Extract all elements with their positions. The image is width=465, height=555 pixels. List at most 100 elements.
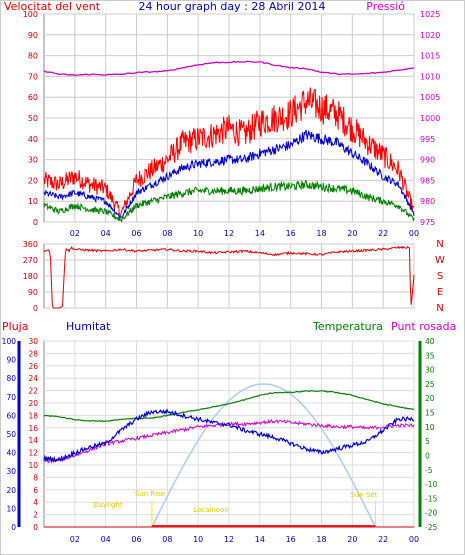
panel3-x-tick-label: 02 bbox=[70, 535, 80, 544]
wind-tick-label: 30 bbox=[28, 156, 38, 165]
pressure-tick-label: 1015 bbox=[420, 52, 440, 61]
panel1-x-tick-label: 12 bbox=[224, 229, 234, 238]
pressure-tick-label: 995 bbox=[420, 135, 435, 144]
panel1-x-tick-label: 00 bbox=[409, 229, 419, 238]
panel1-x-tick-label: 08 bbox=[162, 229, 172, 238]
pressure-tick-label: 980 bbox=[420, 197, 435, 206]
temperature-tick-label: 40 bbox=[425, 337, 435, 346]
wind-tick-label: 80 bbox=[28, 52, 38, 61]
compass-label: N bbox=[436, 303, 443, 314]
rain-tick-label: 2 bbox=[33, 511, 38, 520]
humidity-label: Humitat bbox=[66, 320, 111, 333]
humidity-tick-label: 0 bbox=[11, 523, 16, 532]
wind-speed-label: Velocitat del vent bbox=[4, 0, 101, 13]
panel3-x-tick-label: 06 bbox=[131, 535, 141, 544]
panel1-x-tick-label: 18 bbox=[316, 229, 326, 238]
compass-label: S bbox=[437, 271, 443, 282]
panel1-x-tick-label: 04 bbox=[101, 229, 111, 238]
rain-tick-label: 14 bbox=[28, 436, 38, 445]
panel3-x-tick-label: 22 bbox=[378, 535, 388, 544]
wind-tick-label: 20 bbox=[28, 176, 38, 185]
rain-label: Pluja bbox=[2, 320, 28, 333]
humidity-tick-label: 80 bbox=[6, 374, 16, 383]
pressure-series bbox=[43, 60, 415, 77]
pressure-tick-label: 1020 bbox=[420, 31, 440, 40]
pressure-tick-label: 990 bbox=[420, 156, 435, 165]
rain-tick-label: 8 bbox=[33, 473, 38, 482]
wind-tick-label: 10 bbox=[28, 197, 38, 206]
temperature-tick-label: 10 bbox=[425, 423, 435, 432]
panel1-x-tick-label: 22 bbox=[378, 229, 388, 238]
rain-tick-label: 6 bbox=[33, 486, 38, 495]
compass-label: N bbox=[436, 239, 443, 250]
panel3-x-tick-label: 20 bbox=[347, 535, 357, 544]
temperature-tick-label: 15 bbox=[425, 409, 435, 418]
pressure-label: Pressió bbox=[366, 0, 405, 13]
localnoon-label: Localnoon bbox=[193, 506, 229, 514]
sunrise-label: Sun Rise bbox=[135, 490, 165, 498]
pressure-tick-label: 1000 bbox=[420, 114, 440, 123]
temperature-tick-label: -10 bbox=[425, 480, 437, 489]
rain-tick-label: 16 bbox=[28, 424, 38, 433]
panel1-x-tick-label: 14 bbox=[255, 229, 265, 238]
rain-tick-label: 24 bbox=[28, 374, 38, 383]
compass-label: E bbox=[437, 287, 443, 298]
direction-tick-label: 360 bbox=[23, 240, 38, 249]
temperature-tick-label: 25 bbox=[425, 380, 435, 389]
wind-tick-label: 0 bbox=[33, 218, 38, 227]
pressure-tick-label: 1025 bbox=[420, 10, 440, 19]
panel3-x-tick-label: 14 bbox=[255, 535, 265, 544]
temperature-series bbox=[43, 390, 415, 423]
temperature-tick-label: 20 bbox=[425, 394, 435, 403]
wind-tick-label: 50 bbox=[28, 114, 38, 123]
compass-label: W bbox=[435, 255, 445, 266]
wind-avg-series bbox=[43, 129, 415, 219]
humidity-tick-label: 40 bbox=[6, 449, 16, 458]
panel1-x-tick-label: 20 bbox=[347, 229, 357, 238]
temperature-tick-label: -15 bbox=[425, 494, 437, 503]
rain-tick-label: 12 bbox=[28, 449, 38, 458]
humidity-tick-label: 70 bbox=[6, 393, 16, 402]
temperature-tick-label: 0 bbox=[425, 451, 430, 460]
rain-tick-label: 18 bbox=[28, 411, 38, 420]
panel3-x-tick-label: 18 bbox=[316, 535, 326, 544]
temperature-tick-label: -25 bbox=[425, 523, 437, 532]
humidity-series bbox=[43, 408, 415, 464]
wind-gust-series bbox=[43, 87, 415, 218]
solar-arc bbox=[151, 383, 377, 528]
pressure-tick-label: 985 bbox=[420, 176, 435, 185]
panel3-x-tick-label: 16 bbox=[286, 535, 296, 544]
temperature-tick-label: -5 bbox=[425, 466, 433, 475]
graph-title: 24 hour graph day : 28 Abril 2014 bbox=[139, 0, 326, 13]
panel3-x-tick-label: 04 bbox=[101, 535, 111, 544]
wind-min-series bbox=[43, 179, 415, 224]
wind-tick-label: 90 bbox=[28, 31, 38, 40]
rain-tick-label: 10 bbox=[28, 461, 38, 470]
pressure-tick-label: 1010 bbox=[420, 72, 440, 81]
rain-tick-label: 22 bbox=[28, 387, 38, 396]
rain-tick-label: 4 bbox=[33, 498, 38, 507]
daylight-label: Daylight bbox=[93, 501, 123, 509]
panel1-x-tick-label: 10 bbox=[193, 229, 203, 238]
direction-tick-label: 180 bbox=[23, 272, 38, 281]
panel3-x-tick-label: 08 bbox=[162, 535, 172, 544]
dew-point-label: Punt rosada bbox=[391, 320, 456, 333]
humidity-tick-label: 10 bbox=[6, 504, 16, 513]
rain-tick-label: 28 bbox=[28, 349, 38, 358]
wind-tick-label: 40 bbox=[28, 135, 38, 144]
humidity-tick-label: 30 bbox=[6, 467, 16, 476]
wind-tick-label: 70 bbox=[28, 72, 38, 81]
temperature-tick-label: 35 bbox=[425, 351, 435, 360]
humidity-tick-label: 60 bbox=[6, 411, 16, 420]
rain-tick-label: 20 bbox=[28, 399, 38, 408]
panel3-x-tick-label: 12 bbox=[224, 535, 234, 544]
panel3-x-tick-label: 10 bbox=[193, 535, 203, 544]
panel1-x-tick-label: 16 bbox=[286, 229, 296, 238]
sunset-label: Sun Set bbox=[350, 491, 377, 499]
humidity-tick-label: 100 bbox=[2, 337, 17, 346]
panel1-x-tick-label: 06 bbox=[131, 229, 141, 238]
panel1-x-tick-label: 02 bbox=[70, 229, 80, 238]
wind-direction-series bbox=[43, 245, 415, 309]
